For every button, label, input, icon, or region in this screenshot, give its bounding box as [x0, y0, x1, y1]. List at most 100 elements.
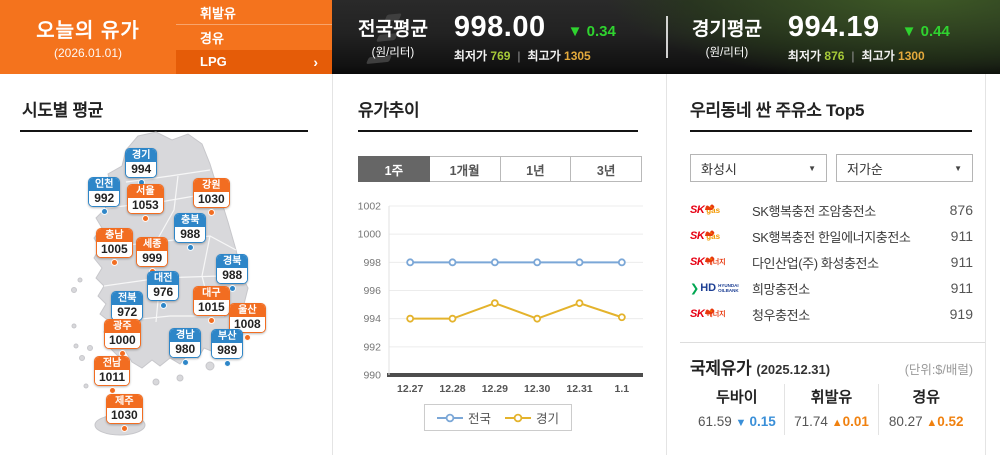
- period-tab-1주[interactable]: 1주: [358, 156, 430, 182]
- station-row[interactable]: SK gas SK행복충전 한일에너지충전소 911: [690, 223, 973, 249]
- region-name: 경남: [170, 329, 201, 342]
- region-marker-충남[interactable]: 충남 1005: [96, 228, 133, 266]
- intl-item-change: ▲0.01: [832, 414, 869, 429]
- sk-gas-text: gas: [706, 231, 721, 241]
- region-marker-대구[interactable]: 대구 1015: [193, 286, 230, 324]
- station-row[interactable]: ❯ HD HYUNDAI OILBANK 희망충전소 911: [690, 275, 973, 301]
- region-marker-경남[interactable]: 경남 980: [169, 328, 202, 366]
- map-panel-title: 시도별 평균: [22, 101, 104, 120]
- gyeonggi-average-board: 경기평균 (원/리터) 994.19 ▼ 0.44 최저가 876 | 최고가 13…: [666, 0, 1000, 74]
- down-arrow-icon: ▼: [735, 417, 750, 429]
- region-marker-울산[interactable]: 울산 1008: [229, 303, 266, 341]
- sk-butterfly-icon: [705, 256, 715, 262]
- intl-change-number: 0.52: [937, 414, 964, 429]
- period-tab-1개월[interactable]: 1개월: [429, 156, 501, 182]
- sk-logo-text: SK: [690, 204, 705, 216]
- hd-logo-text: HD: [700, 282, 717, 294]
- period-tab-1년[interactable]: 1년: [500, 156, 572, 182]
- region-marker-광주[interactable]: 광주 1000: [104, 319, 141, 357]
- region-value: 1030: [194, 192, 229, 207]
- board-unit: (원/리터): [705, 47, 749, 59]
- region-dot: [141, 215, 149, 222]
- hd-arrow-icon: ❯: [690, 282, 700, 295]
- sk-energy-text: 에너지: [706, 311, 726, 318]
- intl-item-price: 61.59: [697, 414, 736, 429]
- region-marker-부산[interactable]: 부산 989: [211, 329, 244, 367]
- region-marker-대전[interactable]: 대전 976: [147, 271, 180, 309]
- region-name: 대전: [148, 272, 179, 285]
- national-average-board: 전국평균 (원/리터) 998.00 ▼ 0.34 최저가 769 | 최고가 13…: [332, 0, 666, 74]
- gyeonggi-average-values: 994.19 ▼ 0.44 최저가 876 | 최고가 1300: [788, 11, 950, 64]
- station-row[interactable]: SK 에너지 다인산업(주) 화성충전소 911: [690, 249, 973, 275]
- data-point-전국: [490, 258, 499, 267]
- region-value: 988: [217, 268, 248, 283]
- region-label-box: 세종 999: [136, 237, 169, 267]
- region-marker-제주[interactable]: 제주 1030: [106, 394, 143, 432]
- station-price: 911: [950, 254, 973, 270]
- intl-item-휘발유: 휘발유 71.74 ▲0.01: [783, 384, 879, 435]
- y-tick-label: 990: [363, 370, 381, 382]
- widget-title: 오늘의 유가: [36, 20, 140, 42]
- sk-butterfly-icon: [705, 230, 715, 236]
- sort-select[interactable]: 저가순 ▼: [836, 154, 973, 182]
- station-name: 청우충전소: [752, 307, 810, 323]
- region-dot: [120, 425, 128, 432]
- national-minmax: 최저가 769 | 최고가 1305: [453, 48, 591, 63]
- fuel-tab-휘발유[interactable]: 휘발유: [176, 0, 332, 24]
- region-name: 경북: [217, 255, 248, 268]
- region-label-box: 충남 1005: [96, 228, 133, 258]
- region-name: 제주: [107, 395, 142, 408]
- hd-oilbank-text: HYUNDAI OILBANK: [718, 283, 739, 293]
- gyeonggi-average-label: 경기평균 (원/리터): [692, 14, 762, 60]
- intl-item-price: 71.74: [794, 414, 832, 429]
- region-marker-전북[interactable]: 전북 972: [111, 291, 144, 329]
- gyeonggi-max-price: 1300: [898, 48, 925, 63]
- y-tick-label: 996: [363, 285, 381, 297]
- region-dot: [159, 302, 167, 309]
- intl-item-name: 경유: [912, 389, 940, 406]
- region-name: 서울: [128, 185, 163, 198]
- chart-legend: 전국 경기: [423, 404, 573, 431]
- fuel-tab-경유[interactable]: 경유: [176, 24, 332, 49]
- y-tick-label: 994: [363, 313, 381, 325]
- region-marker-인천[interactable]: 인천 992: [88, 177, 121, 215]
- region-value: 989: [212, 343, 243, 358]
- intl-oil-columns: 두바이 61.59 ▼ 0.15 휘발유 71.74 ▲0.01 경유 80.27 ▲0.…: [690, 384, 973, 435]
- national-max-price: 1305: [564, 48, 591, 63]
- fuel-tab-LPG[interactable]: LPG ›: [176, 49, 332, 74]
- region-marker-충북[interactable]: 충북 988: [174, 213, 207, 251]
- region-value: 999: [137, 251, 168, 266]
- region-name: 부산: [212, 330, 243, 343]
- y-tick-label: 992: [363, 341, 381, 353]
- region-select[interactable]: 화성시 ▼: [690, 154, 827, 182]
- y-tick-label: 1000: [358, 229, 382, 241]
- legend-item-경기[interactable]: 경기: [505, 408, 559, 427]
- region-marker-경북[interactable]: 경북 988: [216, 254, 249, 292]
- trend-period-tabs: 1주 1개월 1년 3년: [358, 156, 642, 182]
- region-marker-세종[interactable]: 세종 999: [136, 237, 169, 275]
- series-line-경기: [410, 302, 623, 320]
- period-tab-3년[interactable]: 3년: [571, 156, 642, 182]
- region-label-box: 경북 988: [216, 254, 249, 284]
- region-value: 1030: [107, 408, 142, 423]
- chevron-down-icon: ▼: [808, 163, 816, 173]
- intl-item-두바이: 두바이 61.59 ▼ 0.15: [690, 384, 784, 435]
- region-value: 1011: [95, 370, 130, 385]
- down-arrow-icon: ▼: [901, 22, 917, 40]
- region-marker-경기[interactable]: 경기 994: [125, 148, 158, 186]
- region-value: 1000: [105, 333, 140, 348]
- region-marker-전남[interactable]: 전남 1011: [94, 356, 131, 394]
- station-row[interactable]: SK gas SK행복충전 조암충전소 876: [690, 197, 973, 223]
- legend-item-전국[interactable]: 전국: [436, 408, 491, 427]
- region-marker-서울[interactable]: 서울 1053: [127, 184, 164, 222]
- station-row[interactable]: SK 에너지 청우충전소 919: [690, 301, 973, 327]
- region-marker-강원[interactable]: 강원 1030: [193, 178, 230, 216]
- title-underline: [690, 130, 972, 132]
- legend-label: 전국: [467, 412, 491, 426]
- fuel-type-tabs: 휘발유 경유 LPG ›: [176, 0, 332, 74]
- intl-item-price: 80.27: [888, 414, 927, 429]
- intl-item-경유: 경유 80.27 ▲0.52: [878, 384, 973, 435]
- x-tick-label: 1.1: [615, 383, 630, 395]
- sk-gas-text: gas: [706, 205, 721, 215]
- region-name: 전북: [112, 292, 143, 305]
